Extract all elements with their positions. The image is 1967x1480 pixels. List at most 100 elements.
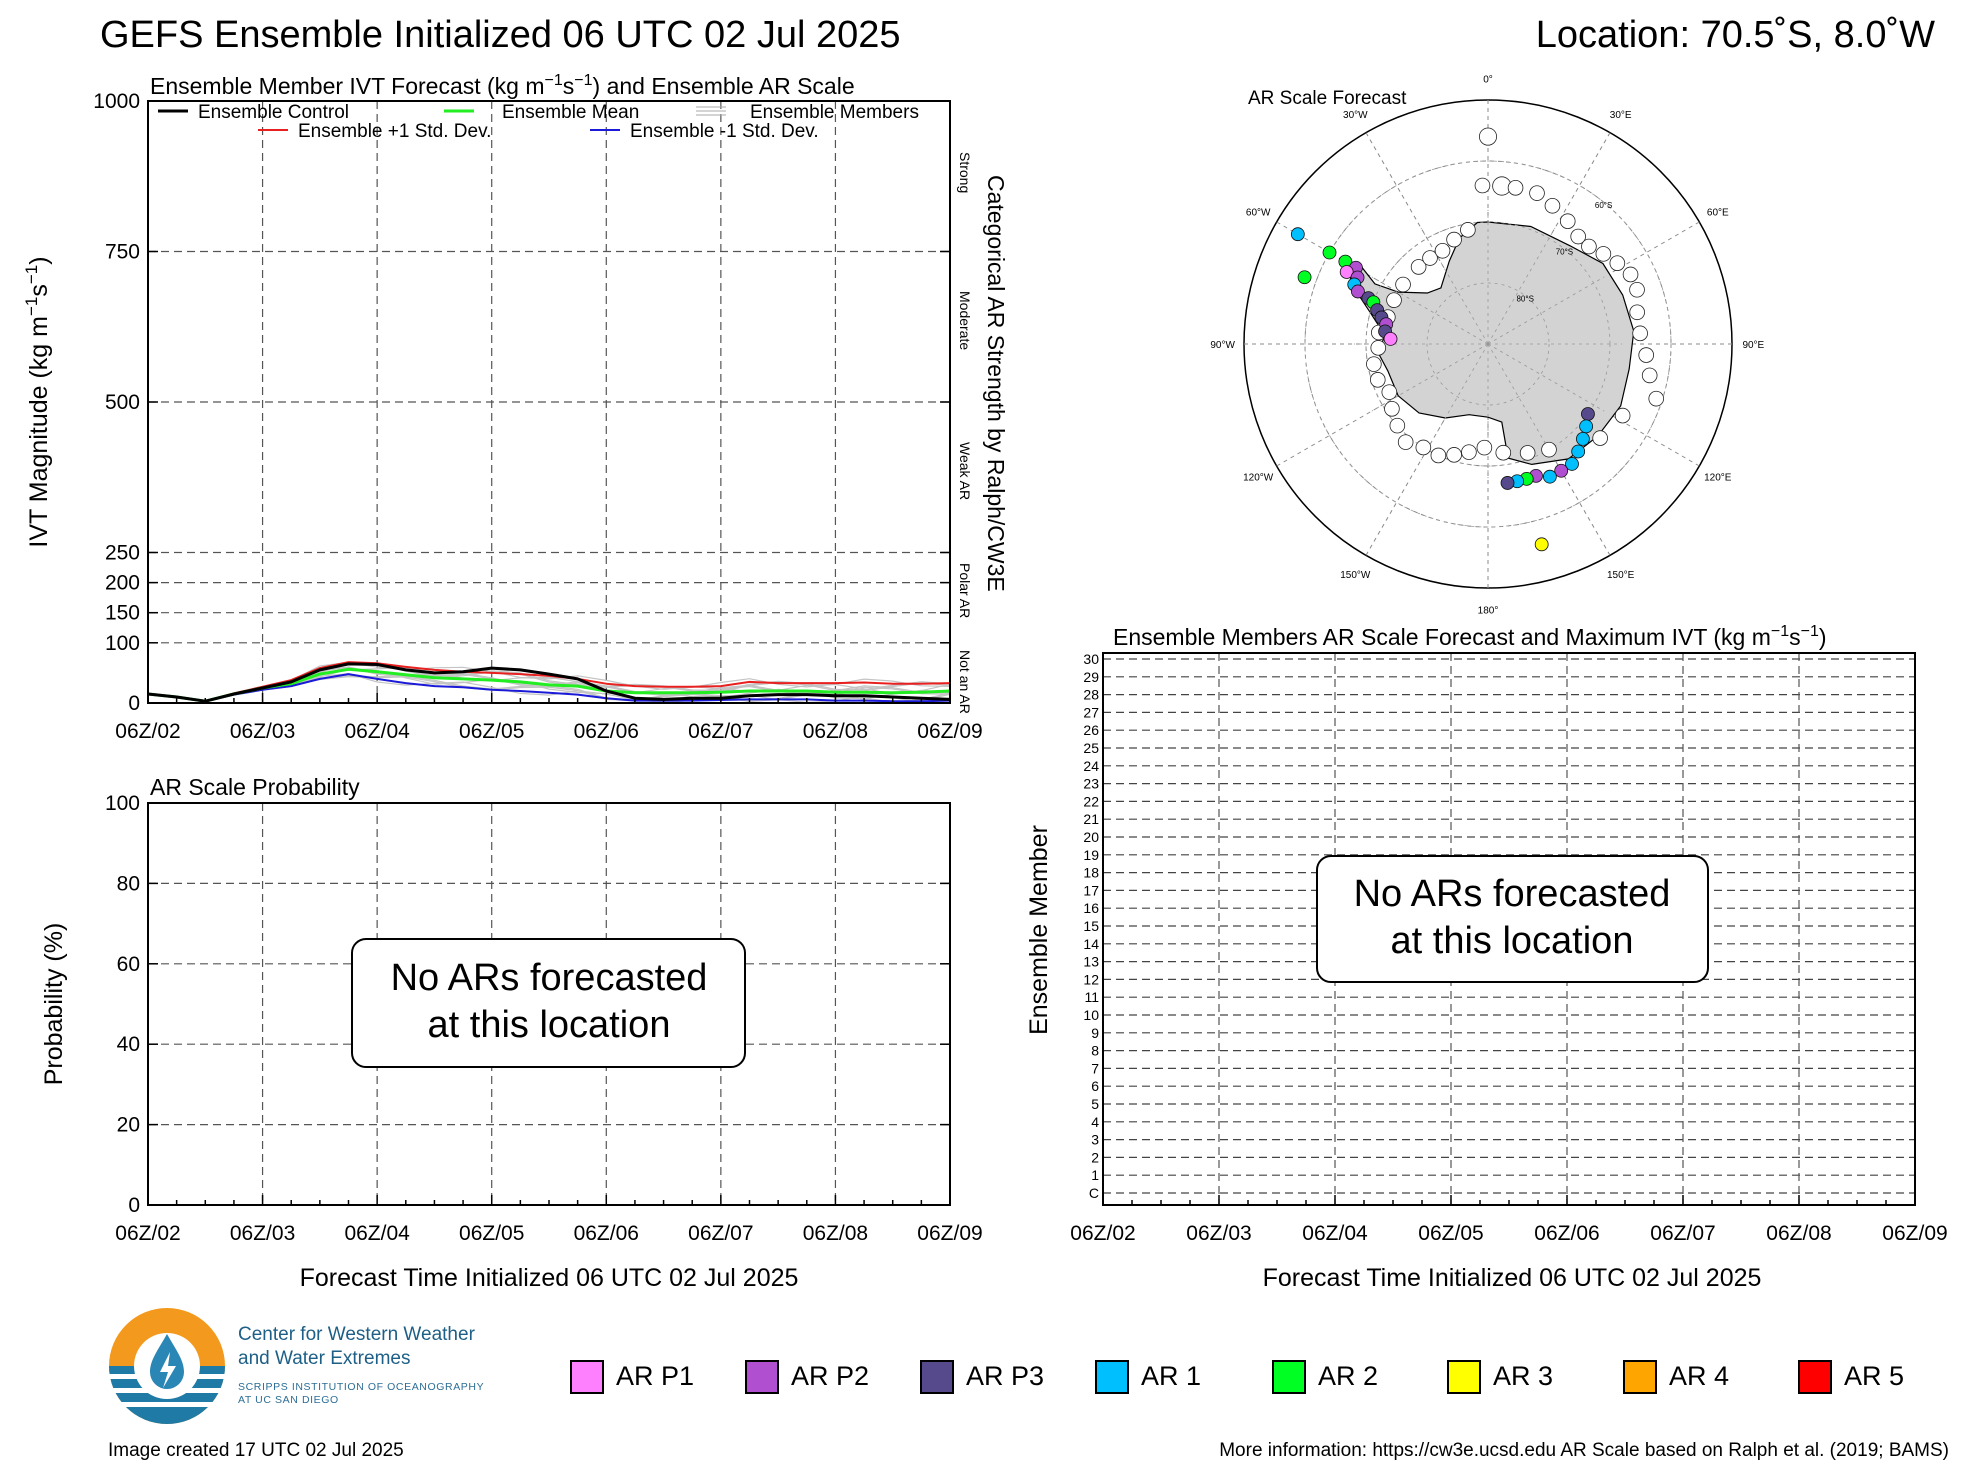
map-marker-ar (1581, 407, 1595, 421)
map-meridian-over (1487, 276, 1605, 345)
members-y-tick-label: 18 (1083, 865, 1099, 881)
map-marker-none (1570, 228, 1586, 245)
map-marker-ar (1571, 444, 1586, 459)
map-meridian-label: 0° (1483, 75, 1493, 86)
members-message-line1: No ARs forecasted (1354, 873, 1671, 915)
members-y-tick-label: 9 (1091, 1025, 1099, 1041)
ar-legend-label: AR 5 (1844, 1361, 1905, 1391)
map-marker-ar (1534, 537, 1549, 552)
map-marker-none (1632, 325, 1648, 342)
members-y-tick-label: 26 (1083, 722, 1099, 738)
ivt-legend: Ensemble Control Ensemble Mean Ensemble … (158, 102, 919, 142)
location-label: Location: 70.5˚S, 8.0˚W (1535, 14, 1935, 56)
map-marker-none (1446, 447, 1462, 463)
map-marker-none (1460, 222, 1476, 238)
members-y-tick-label: 19 (1083, 847, 1099, 863)
members-y-tick-label: 21 (1083, 811, 1099, 827)
map-marker-none (1629, 304, 1645, 321)
map-marker-none (1581, 238, 1597, 255)
map-marker-none (1614, 407, 1631, 424)
map-marker-none (1410, 259, 1427, 275)
polar-map: 0° 30°E 60°E 90°E 120°E 150°E 180° 150°W 120°W 90… (1210, 75, 1764, 617)
logo-sub-line1: SCRIPPS INSTITUTION OF OCEANOGRAPHY (238, 1381, 485, 1393)
members-x-tick-label: 06Z/05 (1418, 1222, 1483, 1245)
members-y-tick-label: 22 (1083, 793, 1099, 809)
prob-message-box (351, 938, 746, 1068)
map-meridian-over (1371, 343, 1489, 412)
map-parallel-label: 60°S (1595, 201, 1612, 210)
members-y-tick-label: 4 (1091, 1114, 1099, 1130)
map-marker-none (1495, 444, 1512, 461)
ivt-y-tick-label: 1000 (93, 90, 140, 113)
map-marker-ar (1554, 463, 1569, 478)
map-marker-none (1648, 390, 1665, 407)
plus-std-line (147, 661, 951, 703)
map-parallel-label: 70°S (1556, 248, 1573, 257)
prob-y-tick-label: 0 (128, 1194, 140, 1217)
main-title: GEFS Ensemble Initialized 06 UTC 02 Jul … (100, 14, 901, 56)
category-not-ar-text: Not an AR (957, 650, 973, 714)
ar-legend-label: AR P2 (791, 1361, 870, 1391)
members-grid (1103, 653, 1915, 1205)
ar-legend-swatch (920, 1360, 954, 1394)
ivt-x-tick-label: 06Z/09 (917, 720, 982, 743)
prob-x-tick-label: 06Z/04 (344, 1222, 410, 1245)
prob-panel-title: AR Scale Probability (150, 774, 360, 800)
map-marker-none (1629, 281, 1645, 298)
prob-y-tick-label: 20 (117, 1114, 140, 1137)
prob-x-tick-label: 06Z/06 (574, 1222, 639, 1245)
members-y-tick-label: 20 (1083, 829, 1099, 845)
ivt-y-ticks: 0 100 150 200 250 500 750 1000 (93, 90, 950, 715)
map-marker-none (1519, 445, 1536, 461)
legend-mean-label: Ensemble Mean (502, 102, 639, 123)
prob-y-tick-label: 80 (117, 872, 140, 895)
map-marker-none (1592, 430, 1608, 446)
category-not-ar: Not an AR (957, 650, 973, 714)
map-marker-none (1395, 276, 1411, 293)
ivt-x-tick-label: 06Z/05 (459, 720, 524, 743)
map-title: AR Scale Forecast (1248, 88, 1407, 109)
map-marker-none (1541, 441, 1557, 458)
members-y-tick-label: 17 (1083, 882, 1099, 898)
map-meridian-label: 150°E (1607, 570, 1635, 581)
prob-y-tick-label: 60 (117, 953, 140, 976)
ivt-y-tick-label: 500 (105, 391, 140, 414)
prob-x-tick-label: 06Z/08 (803, 1222, 868, 1245)
prob-x-tick-label: 06Z/03 (230, 1222, 295, 1245)
map-meridian-over (1371, 276, 1489, 345)
members-y-tick-label: 24 (1083, 758, 1099, 774)
ar-legend-label: AR 1 (1141, 1361, 1202, 1391)
members-x-tick-label: 06Z/07 (1650, 1222, 1715, 1245)
members-panel-title: Ensemble Members AR Scale Forecast and M… (1113, 623, 1827, 650)
logo-name-line2: and Water Extremes (238, 1348, 411, 1369)
ivt-x-tick-label: 06Z/06 (574, 720, 639, 743)
map-meridian-label: 90°W (1210, 340, 1235, 351)
members-y-tick-label: 12 (1083, 971, 1099, 987)
logo-sub-line2: AT UC SAN DIEGO (238, 1394, 339, 1406)
map-parallel-over (1304, 160, 1672, 528)
category-polar: Polar AR (957, 563, 973, 618)
map-marker-none (1544, 197, 1561, 214)
map-meridian-label: 120°E (1704, 473, 1732, 484)
members-y-tick-label: 2 (1091, 1149, 1099, 1165)
map-marker-none (1366, 356, 1382, 372)
members-x-ticks: 06Z/02 06Z/03 06Z/04 06Z/05 06Z/06 06Z/07 06Z/… (1070, 1195, 1948, 1245)
map-marker-none (1476, 439, 1493, 456)
members-y-tick-label: 28 (1083, 687, 1099, 703)
members-y-axis-label: Ensemble Member (1025, 825, 1053, 1035)
cw3e-logo (109, 1308, 225, 1424)
map-meridian-over (1420, 227, 1489, 345)
map-marker-ar (1297, 270, 1312, 285)
members-x-tick-label: 06Z/02 (1070, 1222, 1135, 1245)
members-y-tick-label: 8 (1091, 1043, 1099, 1059)
prob-y-ticks: 0 20 40 60 80 100 (105, 792, 950, 1217)
map-marker-none (1397, 434, 1414, 450)
members-y-tick-label: 15 (1083, 918, 1099, 934)
map-meridian-label: 180° (1478, 605, 1499, 616)
prob-x-tick-label: 06Z/09 (917, 1222, 982, 1245)
members-message-line2: at this location (1391, 920, 1634, 962)
members-y-tick-label: 5 (1091, 1096, 1099, 1112)
map-marker-ar (1383, 331, 1398, 346)
ar-legend-swatch (1798, 1360, 1832, 1394)
ivt-y-tick-label: 100 (105, 632, 140, 655)
